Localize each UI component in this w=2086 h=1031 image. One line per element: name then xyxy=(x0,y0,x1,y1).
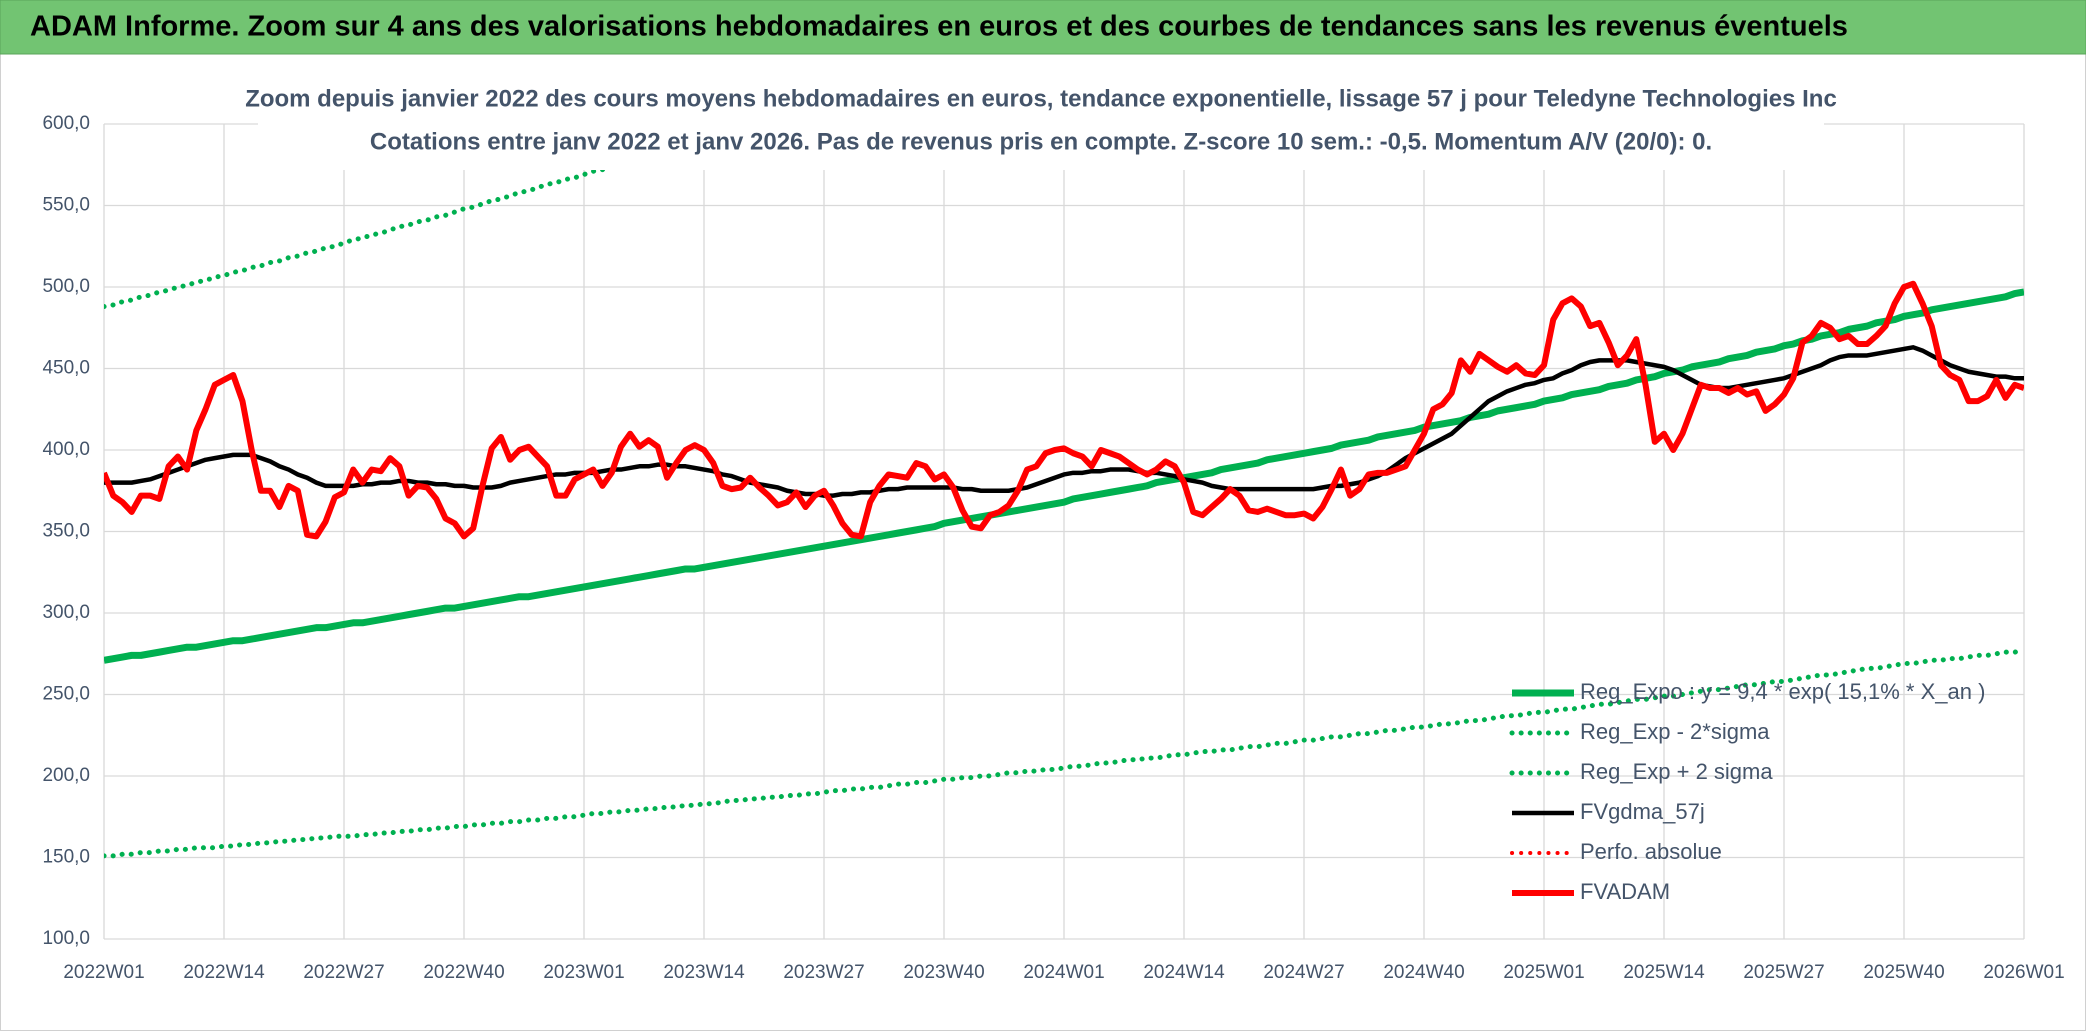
x-tick-label: 2022W14 xyxy=(183,962,265,983)
x-tick-label: 2024W40 xyxy=(1383,962,1464,983)
x-tick-label: 2024W27 xyxy=(1263,962,1344,983)
y-tick-label: 450,0 xyxy=(42,358,90,379)
chart-subtitle: Cotations entre janv 2022 et janv 2026. … xyxy=(370,128,1712,155)
plot-lines xyxy=(104,124,2024,859)
x-tick-label: 2022W27 xyxy=(303,962,384,983)
banner-title: ADAM Informe. Zoom sur 4 ans des valoris… xyxy=(30,11,1848,43)
x-tick-label: 2025W01 xyxy=(1503,962,1584,983)
y-tick-label: 150,0 xyxy=(42,847,90,868)
banner xyxy=(0,0,2086,55)
x-tick-label: 2024W14 xyxy=(1143,962,1225,983)
y-tick-label: 100,0 xyxy=(42,928,90,949)
y-tick-label: 550,0 xyxy=(42,195,90,216)
x-tick-label: 2023W27 xyxy=(783,962,864,983)
legend-label: Reg_Exp + 2 sigma xyxy=(1580,759,1773,784)
grid xyxy=(103,123,2025,940)
x-tick-label: 2025W27 xyxy=(1743,962,1824,983)
y-tick-label: 250,0 xyxy=(42,684,90,705)
x-tick-label: 2023W40 xyxy=(903,962,984,983)
axis-labels: 100,0 150,0 200,0 250,0 300,0 350,0 400,0 450,0… xyxy=(42,113,2064,983)
y-tick-label: 200,0 xyxy=(42,765,90,786)
x-tick-label: 2025W14 xyxy=(1623,962,1705,983)
series-line xyxy=(104,288,2024,664)
y-tick-label: 300,0 xyxy=(42,602,90,623)
x-tick-label: 2022W01 xyxy=(63,962,144,983)
legend-label: Reg_Expo : y = 9,4 * exp( 15,1% * X_an ) xyxy=(1580,679,1985,704)
x-tick-label: 2025W40 xyxy=(1863,962,1944,983)
series-line xyxy=(104,280,2024,540)
legend-label: Perfo. absolue xyxy=(1580,839,1722,864)
y-tick-label: 500,0 xyxy=(42,276,90,297)
legend: Reg_Expo : y = 9,4 * exp( 15,1% * X_an )… xyxy=(1509,679,1985,904)
x-tick-label: 2023W14 xyxy=(663,962,745,983)
y-tick-label: 400,0 xyxy=(42,439,90,460)
legend-label: Reg_Exp - 2*sigma xyxy=(1580,719,1770,744)
y-tick-label: 600,0 xyxy=(42,113,90,134)
x-tick-label: 2022W40 xyxy=(423,962,504,983)
x-tick-label: 2026W01 xyxy=(1983,962,2064,983)
x-tick-label: 2024W01 xyxy=(1023,962,1104,983)
legend-label: FVADAM xyxy=(1580,879,1670,904)
legend-label: FVgdma_57j xyxy=(1580,799,1705,824)
y-tick-label: 350,0 xyxy=(42,521,90,542)
chart-title: Zoom depuis janvier 2022 des cours moyen… xyxy=(245,85,1837,112)
x-tick-label: 2023W01 xyxy=(543,962,624,983)
title-box xyxy=(258,78,1824,170)
